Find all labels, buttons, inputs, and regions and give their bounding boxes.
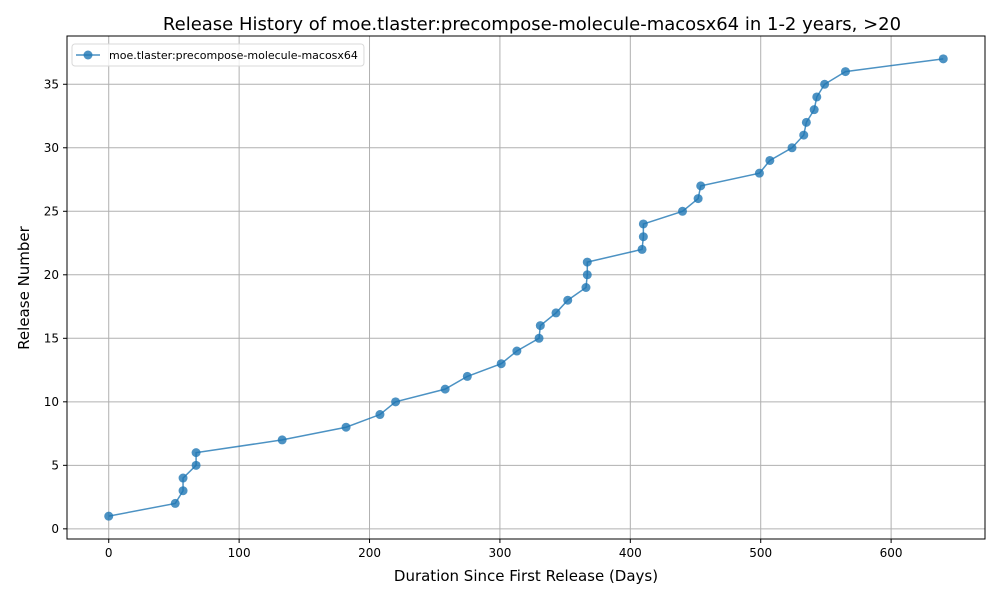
data-point [787,143,797,153]
legend-entry-label: moe.tlaster:precompose-molecule-macosx64 [109,49,358,62]
series-line [108,58,944,517]
data-point [178,486,188,496]
x-axis-title: Duration Since First Release (Days) [394,567,658,585]
data-point [809,105,819,115]
data-point [582,257,592,267]
data-point [693,194,703,204]
data-point [170,498,180,508]
data-point [375,410,385,420]
data-point [277,435,287,445]
data-point [582,270,592,280]
data-point [496,359,506,369]
chart-title: Release History of moe.tlaster:precompos… [163,14,901,35]
y-tick-label: 25 [44,204,59,218]
data-point [462,371,472,381]
legend: moe.tlaster:precompose-molecule-macosx64 [71,43,365,67]
data-point [938,54,948,64]
data-point [551,308,561,318]
data-point [696,181,706,191]
data-point [754,168,764,178]
legend-marker-swatch [83,50,93,60]
data-point [178,473,188,483]
data-point [535,321,545,331]
y-tick-label: 20 [44,268,59,282]
data-point [341,422,351,432]
data-point [191,448,201,458]
data-point [840,67,850,77]
x-tick-label: 300 [488,546,511,560]
data-point [563,295,573,305]
y-tick-label: 5 [51,458,59,472]
x-tick-label: 100 [228,546,251,560]
data-point [820,79,830,89]
data-point [637,244,647,254]
data-point [799,130,809,140]
x-tick-label: 0 [105,546,113,560]
data-point [391,397,401,407]
legend-box [71,43,365,67]
x-tick-label: 600 [880,546,903,560]
data-point [812,92,822,102]
x-tick-label: 400 [619,546,642,560]
data-point [191,460,201,470]
data-point [104,511,114,521]
axis-ticks: 0 100 200 300 400 500 600 0 5 10 15 20 25 30 35 [44,77,903,560]
data-point [534,333,544,343]
data-point [765,155,775,165]
data-point [638,232,648,242]
data-point [512,346,522,356]
data-point [638,219,648,229]
y-tick-label: 0 [51,522,59,536]
plot-area-frame [66,35,986,540]
y-tick-label: 10 [44,395,59,409]
grid [67,36,985,539]
y-tick-label: 15 [44,331,59,345]
x-tick-label: 200 [358,546,381,560]
data-series [104,54,948,521]
data-point [581,283,591,292]
data-point [677,206,687,216]
y-tick-label: 30 [44,141,59,155]
y-tick-label: 35 [44,77,59,91]
y-axis-title: Release Number [15,225,33,349]
x-tick-label: 500 [749,546,772,560]
data-point [801,117,811,127]
data-point [440,384,450,394]
